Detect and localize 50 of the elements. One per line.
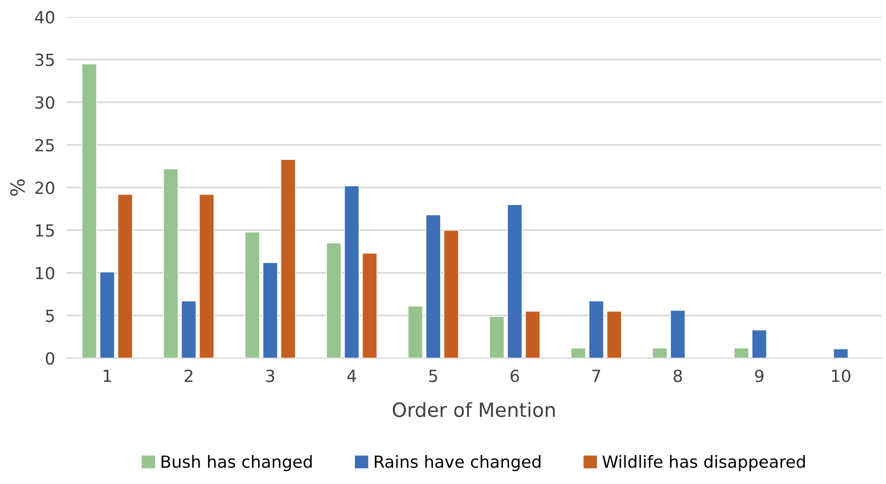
bar: [198, 194, 214, 358]
x-tick-label: 7: [592, 370, 600, 382]
bar: [588, 300, 604, 358]
x-tick-label: 8: [674, 370, 682, 382]
x-tick-label: 2: [184, 370, 192, 382]
bar: [262, 262, 278, 358]
bar: [489, 316, 505, 358]
bar: [82, 63, 98, 358]
y-axis-title: %: [10, 179, 25, 196]
y-tick-label: 5: [46, 310, 54, 322]
y-tick-label: 30: [35, 96, 54, 109]
x-tick-label: 6: [510, 370, 520, 382]
x-tick-label: 9: [755, 370, 764, 382]
legend-label: Rains have changed: [374, 455, 540, 472]
bar: [606, 310, 622, 358]
y-tick-label: 0: [46, 352, 54, 365]
bar: [408, 306, 424, 358]
y-tick-label: 10: [36, 266, 54, 280]
y-tick-label: 20: [35, 182, 54, 194]
bar: [570, 348, 586, 358]
bar: [280, 158, 296, 358]
bar: [362, 252, 378, 358]
legend-label: Wildlife has disappeared: [602, 455, 805, 472]
bar: [507, 204, 523, 358]
bar: [670, 310, 686, 358]
x-axis-title: Order of Mention: [392, 402, 555, 418]
bar: [180, 300, 196, 358]
bar: [652, 348, 668, 358]
bar: [117, 194, 133, 358]
bar: [326, 242, 342, 358]
x-tick-label: 1: [104, 370, 111, 382]
bar: [163, 168, 179, 358]
x-tick-label: 4: [347, 370, 356, 382]
y-tick-label: 40: [34, 10, 54, 24]
x-tick-label: 3: [266, 370, 274, 382]
bar: [426, 214, 442, 358]
bar: [734, 348, 750, 358]
legend-label: Bush has changed: [162, 455, 312, 472]
x-tick-label: 10: [832, 370, 850, 382]
bar: [833, 348, 849, 358]
y-tick-label: 35: [35, 54, 54, 66]
x-tick-label: 5: [429, 370, 438, 382]
bar: [244, 231, 260, 358]
y-tick-label: 15: [36, 224, 54, 237]
bar: [99, 272, 115, 358]
bar: [752, 330, 768, 358]
y-tick-label: 25: [35, 138, 54, 152]
bar: [344, 185, 360, 358]
bar: [443, 230, 459, 358]
bar: [524, 310, 540, 358]
